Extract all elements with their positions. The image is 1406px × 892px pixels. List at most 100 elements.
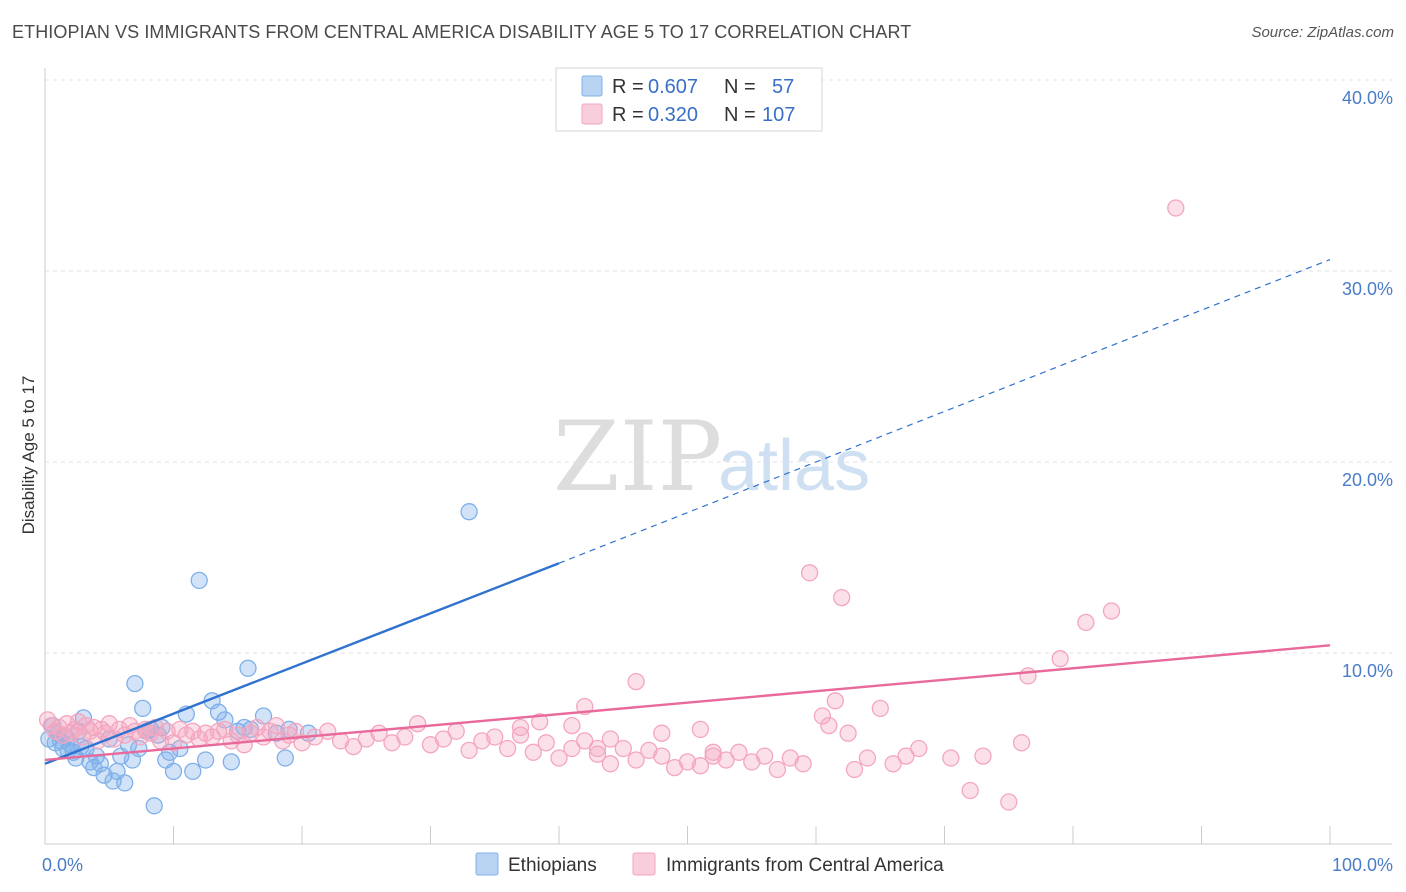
data-point <box>730 743 748 761</box>
data-point <box>1077 613 1095 632</box>
y-tick-label: 40.0% <box>1342 88 1393 108</box>
data-point <box>498 739 517 758</box>
data-point <box>813 707 832 725</box>
data-point <box>563 739 581 758</box>
data-point <box>550 749 568 767</box>
data-point <box>239 659 257 677</box>
data-point <box>276 749 294 767</box>
data-point <box>858 749 877 767</box>
series-legend: Ethiopians Immigrants from Central Ameri… <box>475 852 944 876</box>
data-point <box>563 716 581 735</box>
data-point <box>116 774 134 792</box>
series-legend-swatch-ethiopians <box>475 852 499 876</box>
data-point <box>1000 793 1018 811</box>
data-point <box>190 571 208 590</box>
data-point <box>704 747 722 765</box>
data-point <box>653 724 671 742</box>
data-point <box>800 564 819 582</box>
x-tick-labels: 0.0% 100.0% <box>42 855 1393 875</box>
trend-lines <box>44 258 1331 765</box>
data-point <box>942 749 960 767</box>
series-legend-swatch-central-america <box>632 852 656 876</box>
chart-title: ETHIOPIAN VS IMMIGRANTS FROM CENTRAL AME… <box>12 22 912 42</box>
data-point <box>1167 199 1185 217</box>
data-point <box>768 760 787 779</box>
data-point <box>1019 667 1037 685</box>
chart-source: Source: ZipAtlas.com <box>1251 24 1394 41</box>
data-point <box>588 739 607 758</box>
data-point <box>961 781 979 800</box>
data-point <box>627 751 645 769</box>
data-point <box>833 588 851 607</box>
data-point <box>486 728 504 746</box>
data-point <box>678 753 697 771</box>
data-point <box>884 755 902 773</box>
data-point <box>653 747 671 765</box>
y-tick-labels: 10.0% 20.0% 30.0% 40.0% <box>1342 88 1393 681</box>
legend-n-value-0: 57 <box>772 76 794 98</box>
data-point <box>164 762 183 781</box>
data-point <box>344 737 363 756</box>
series-points-1 <box>38 199 1185 811</box>
legend-r-label-0: R = <box>612 76 644 98</box>
legend-n-label-0: N = <box>724 76 756 98</box>
data-point <box>531 713 549 731</box>
data-point <box>473 732 491 750</box>
data-point <box>614 739 632 758</box>
legend-r-label-1: R = <box>612 104 644 126</box>
data-point <box>704 743 722 761</box>
data-point <box>588 745 607 763</box>
trend-line-1 <box>44 644 1331 762</box>
data-point <box>209 722 228 740</box>
data-point <box>408 715 427 733</box>
legend-swatch-ethiopians <box>581 75 603 97</box>
data-point <box>627 672 645 691</box>
data-point <box>845 760 864 779</box>
legend-n-value-1: 107 <box>762 104 795 126</box>
data-point <box>460 503 478 521</box>
data-point <box>134 699 152 718</box>
data-point <box>1102 602 1121 620</box>
data-point <box>396 728 414 746</box>
x-tick-label: 100.0% <box>1332 855 1393 875</box>
data-point <box>145 797 163 815</box>
data-point <box>184 762 202 781</box>
data-point <box>511 718 530 737</box>
trend-line-0 <box>44 562 560 765</box>
legend-r-value-0: 0.607 <box>648 76 698 98</box>
watermark-atlas: atlas <box>718 426 870 506</box>
y-tick-label: 30.0% <box>1342 279 1393 299</box>
data-point <box>601 755 620 773</box>
data-point <box>691 757 710 775</box>
data-point <box>95 766 113 784</box>
data-point <box>910 739 928 758</box>
data-point <box>537 734 555 752</box>
data-point <box>974 747 992 765</box>
data-point <box>755 747 774 765</box>
legend-n-label-1: N = <box>724 104 756 126</box>
data-point <box>871 699 889 718</box>
y-tick-label: 10.0% <box>1342 661 1393 681</box>
legend-swatch-central-america <box>581 103 603 125</box>
data-point <box>267 716 285 735</box>
data-point <box>691 720 710 739</box>
data-point <box>222 753 240 771</box>
grid-lines <box>45 79 1392 654</box>
data-point <box>717 751 735 769</box>
data-point <box>820 716 838 735</box>
y-tick-label: 20.0% <box>1342 470 1393 490</box>
series-points-0 <box>40 503 478 815</box>
data-point <box>1051 650 1069 668</box>
data-point <box>794 755 812 773</box>
data-point <box>826 692 844 710</box>
data-point <box>126 674 144 693</box>
data-point <box>100 715 118 733</box>
data-point <box>1012 734 1031 752</box>
data-point <box>897 747 915 765</box>
y-axis-label: Disability Age 5 to 17 <box>19 376 38 535</box>
data-point <box>248 718 266 737</box>
data-point <box>524 743 542 761</box>
data-point <box>601 730 620 748</box>
legend-r-value-1: 0.320 <box>648 104 698 126</box>
